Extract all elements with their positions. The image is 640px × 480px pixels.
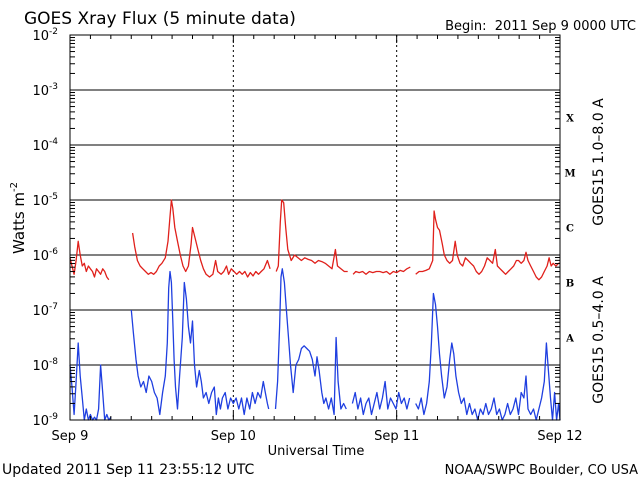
y-axis-label-text: Watts m xyxy=(10,192,28,254)
footer-updated: Updated 2011 Sep 11 23:55:12 UTC xyxy=(2,462,255,478)
flare-class-label: M xyxy=(564,169,575,180)
series-line-goes15-long xyxy=(352,266,411,275)
y-tick-base: 10 xyxy=(32,249,49,264)
x-tick-label: Sep 9 xyxy=(52,429,89,444)
series-line-goes15-long xyxy=(275,199,348,273)
begin-label: Begin: 2011 Sep 9 0000 UTC xyxy=(445,19,636,34)
y-tick-exponent: -3 xyxy=(49,82,58,92)
y-tick-exponent: -2 xyxy=(49,27,58,37)
y-tick-base: 10 xyxy=(32,414,49,429)
y-tick-base: 10 xyxy=(32,359,49,374)
y-tick-label: 10-5 xyxy=(32,192,58,209)
flare-class-label: A xyxy=(565,334,574,345)
y-axis-label: Watts m-2 xyxy=(9,182,28,254)
series-line-goes15-short xyxy=(351,380,411,416)
footer-credit: NOAA/SWPC Boulder, CO USA xyxy=(445,463,638,478)
x-axis-label: Universal Time xyxy=(268,444,365,459)
y-tick-exponent: -7 xyxy=(49,302,58,312)
chart-title: GOES Xray Flux (5 minute data) xyxy=(24,9,296,29)
y-tick-base: 10 xyxy=(32,84,49,99)
x-tick-label: Sep 12 xyxy=(537,429,582,444)
legend-goes15-long: GOES15 1.0–8.0 A xyxy=(591,98,607,226)
y-tick-exponent: -9 xyxy=(49,412,58,422)
y-tick-exponent: -5 xyxy=(49,192,58,202)
y-axis-label-sup: -2 xyxy=(9,182,20,192)
series-layer xyxy=(69,199,561,421)
y-tick-label: 10-2 xyxy=(32,27,58,44)
y-tick-base: 10 xyxy=(32,139,49,154)
y-tick-exponent: -6 xyxy=(49,247,58,257)
legend-goes15-short: GOES15 0.5–4.0 A xyxy=(591,276,607,404)
y-tick-base: 10 xyxy=(32,304,49,319)
series-line-goes15-short xyxy=(130,270,270,416)
grid-layer xyxy=(70,34,560,421)
flare-class-label: B xyxy=(566,279,574,290)
y-tick-base: 10 xyxy=(32,29,49,44)
series-line-goes15-long xyxy=(131,199,271,278)
y-tick-label: 10-4 xyxy=(32,137,58,154)
series-line-goes15-short xyxy=(415,292,561,421)
series-line-goes15-short xyxy=(274,268,347,416)
y-tick-label: 10-9 xyxy=(32,412,58,429)
y-tick-exponent: -4 xyxy=(49,137,58,147)
flare-class-label: X xyxy=(566,114,574,125)
y-tick-exponent: -8 xyxy=(49,357,58,367)
x-tick-label: Sep 11 xyxy=(374,429,419,444)
y-tick-base: 10 xyxy=(32,194,49,209)
plot-frame xyxy=(69,34,561,421)
flare-class-label: C xyxy=(566,224,574,235)
series-line-goes15-long xyxy=(415,210,560,281)
y-tick-label: 10-7 xyxy=(32,302,58,319)
series-line-goes15-short xyxy=(69,342,112,421)
y-tick-label: 10-3 xyxy=(32,82,58,99)
series-line-goes15-long xyxy=(69,240,110,281)
y-tick-label: 10-8 xyxy=(32,357,58,374)
x-tick-label: Sep 10 xyxy=(211,429,256,444)
y-tick-label: 10-6 xyxy=(32,247,58,264)
